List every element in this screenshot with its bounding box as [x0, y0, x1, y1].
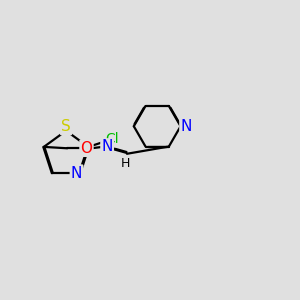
Text: O: O [80, 141, 92, 156]
Text: S: S [61, 119, 71, 134]
Text: N: N [180, 119, 192, 134]
Text: H: H [121, 157, 130, 170]
Text: N: N [71, 166, 82, 181]
Text: N: N [101, 140, 113, 154]
Text: Cl: Cl [105, 132, 119, 146]
